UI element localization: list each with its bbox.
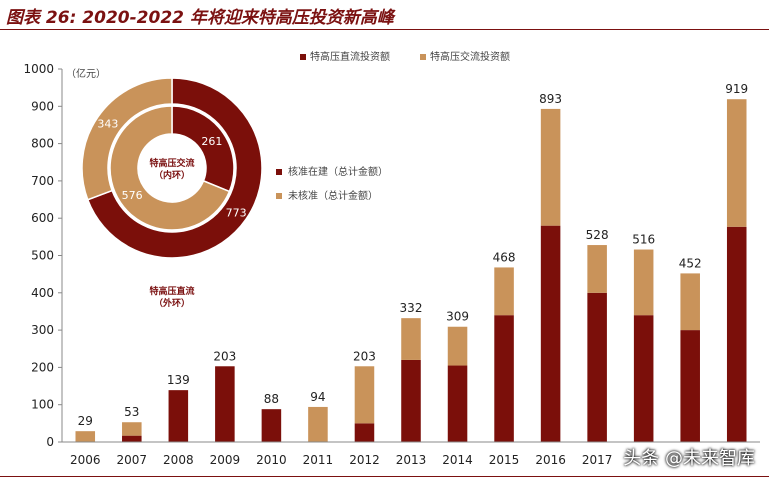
outer-ring-title: （外环） [154, 297, 190, 309]
x-tick-label: 2015 [489, 453, 520, 467]
outer-ring-value-label: 773 [226, 206, 247, 219]
bar-segment [354, 366, 375, 424]
x-tick-label: 2014 [442, 453, 473, 467]
bar-total-label: 468 [493, 250, 516, 264]
y-tick-label: 200 [31, 360, 54, 374]
bar-segment [401, 359, 421, 442]
legend-swatch [300, 54, 306, 60]
outer-ring-slice [86, 77, 263, 259]
donut-chart: 773 343 261 576 特高压交流（内环） 特高压直流（外环） 核准在建（总计金额）… [81, 77, 388, 309]
chart-title: 图表 26: 2020-2022 年将迎来特高压投资新高峰 [6, 8, 394, 28]
bar-segment [587, 245, 607, 293]
bottom-divider [0, 476, 769, 477]
y-unit-label: （亿元） [66, 67, 106, 80]
y-tick-label: 500 [31, 249, 54, 263]
bar-total-label: 309 [446, 310, 469, 324]
bar-total-label: 53 [124, 405, 139, 419]
bar-total-label: 139 [167, 373, 190, 387]
axes-layer: 0 100 200 300 400 500 600 700 800 900 1000 （亿元） 2006… [23, 62, 760, 467]
bar-total-label: 332 [400, 301, 423, 315]
y-tick-label: 0 [46, 435, 54, 449]
inner-ring-slice [109, 105, 231, 231]
outer-ring-title: 特高压直流 [149, 285, 194, 297]
bar-segment [447, 326, 468, 366]
legend-swatch [420, 54, 426, 60]
inner-ring-title: （内环） [154, 169, 190, 181]
bars-layer: 29 53 139 203 88 94 203 332 309 468 893 528 516 452 91… [75, 82, 748, 442]
bar-segment [168, 390, 189, 442]
bar-total-label: 516 [632, 233, 655, 247]
bar-total-label: 919 [725, 82, 748, 96]
title-divider [0, 29, 769, 30]
legend-label: 特高压交流投资额 [430, 50, 510, 63]
watermark: 头条 @未来智库 [623, 448, 755, 469]
bar-segment [401, 318, 421, 360]
y-tick-label: 400 [31, 286, 54, 300]
x-tick-label: 2011 [303, 453, 334, 467]
bar-segment [633, 315, 654, 442]
bar-total-label: 203 [213, 349, 236, 363]
legend-label: 特高压直流投资额 [310, 50, 390, 63]
bar-segment [726, 99, 747, 227]
bar-legend: 特高压直流投资额 特高压交流投资额 [300, 50, 510, 63]
x-tick-label: 2016 [535, 453, 566, 467]
inner-ring-slice [171, 105, 235, 193]
y-tick-label: 600 [31, 211, 54, 225]
x-tick-label: 2013 [396, 453, 427, 467]
donut-legend-swatch [276, 193, 282, 199]
bar-total-label: 893 [539, 92, 562, 106]
bar-segment [122, 422, 142, 436]
inner-ring-value-label: 576 [122, 189, 143, 202]
y-tick-label: 100 [31, 398, 54, 412]
bar-segment [447, 365, 468, 442]
bar-segment [215, 366, 235, 442]
x-tick-label: 2017 [582, 453, 613, 467]
outer-ring-value-label: 343 [97, 118, 118, 131]
bar-segment [540, 108, 561, 226]
y-tick-label: 800 [31, 137, 54, 151]
bar-total-label: 528 [586, 228, 609, 242]
bar-segment [587, 292, 607, 442]
bar-segment [261, 409, 282, 442]
bar-total-label: 203 [353, 349, 376, 363]
x-tick-label: 2008 [163, 453, 194, 467]
donut-legend-label: 核准在建（总计金额） [288, 165, 388, 178]
bar-total-label: 88 [264, 392, 279, 406]
y-tick-label: 700 [31, 174, 54, 188]
donut-legend-label: 未核准（总计金额） [288, 189, 378, 202]
x-tick-label: 2010 [256, 453, 287, 467]
inner-ring-title: 特高压交流 [149, 157, 194, 169]
bar-segment [633, 249, 654, 316]
y-tick-label: 300 [31, 323, 54, 337]
donut-legend-swatch [276, 169, 282, 175]
bar-segment [494, 315, 514, 442]
x-tick-label: 2007 [117, 453, 148, 467]
x-tick-label: 2009 [210, 453, 241, 467]
bar-segment [494, 267, 514, 316]
bar-total-label: 29 [78, 414, 93, 428]
bar-segment [75, 431, 96, 442]
bar-segment [540, 225, 561, 442]
x-tick-label: 2006 [70, 453, 101, 467]
bar-segment [308, 406, 328, 442]
outer-ring-slice [81, 77, 173, 201]
x-tick-label: 2012 [349, 453, 380, 467]
bar-segment [726, 226, 747, 442]
bar-segment [680, 330, 700, 442]
bar-segment [680, 273, 700, 331]
bar-total-label: 94 [310, 390, 325, 404]
inner-ring-value-label: 261 [201, 135, 222, 148]
y-tick-label: 900 [31, 99, 54, 113]
bar-total-label: 452 [679, 256, 702, 270]
bar-segment [122, 435, 142, 442]
bar-segment [354, 423, 375, 442]
y-tick-label: 1000 [23, 62, 54, 76]
